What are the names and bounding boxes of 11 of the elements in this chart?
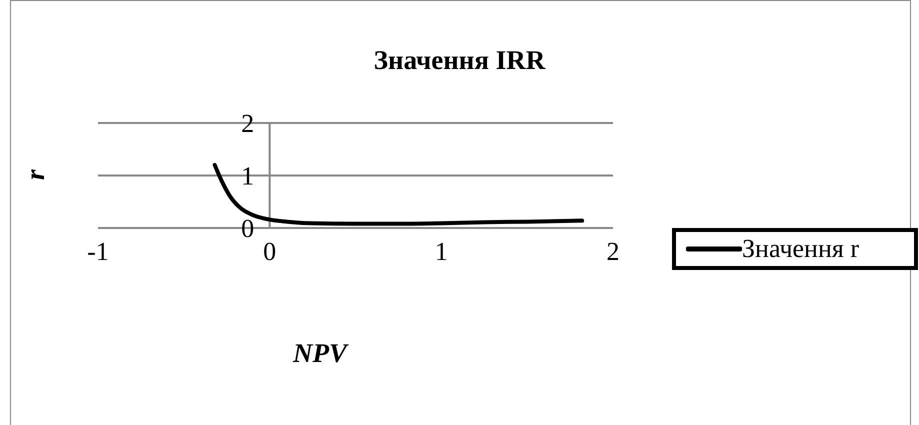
- y-tick-label: 1: [241, 162, 254, 190]
- x-tick-label: 0: [263, 237, 276, 266]
- y-tick-label: 2: [241, 109, 254, 138]
- x-axis-title: NPV: [293, 338, 347, 368]
- x-tick-label: -1: [87, 237, 109, 266]
- x-tick-label: 1: [434, 237, 448, 266]
- legend-label: Значення r: [742, 234, 859, 264]
- y-axis-title: r: [20, 169, 51, 180]
- chart-title: Значення IRR: [372, 45, 546, 76]
- x-tick-label: 2: [606, 237, 620, 266]
- y-tick-label: 0: [241, 214, 254, 243]
